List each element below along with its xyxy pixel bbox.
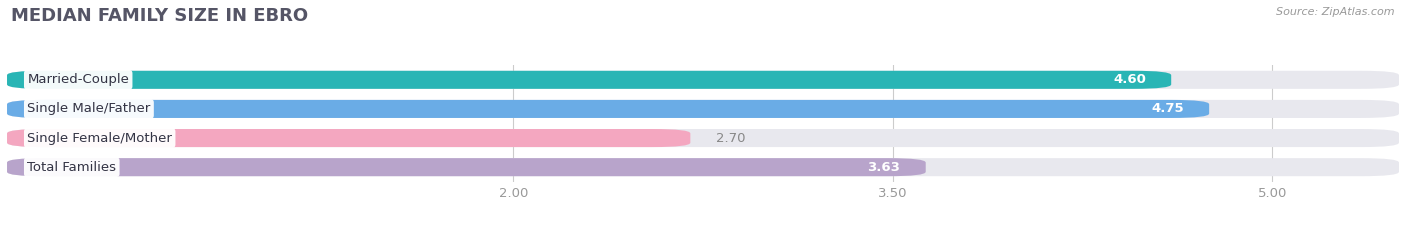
Text: Source: ZipAtlas.com: Source: ZipAtlas.com [1277,7,1395,17]
FancyBboxPatch shape [7,129,1399,147]
Text: Single Male/Father: Single Male/Father [27,103,150,115]
FancyBboxPatch shape [7,100,1399,118]
Text: Single Female/Mother: Single Female/Mother [27,132,172,144]
Text: 4.75: 4.75 [1152,103,1184,115]
Text: 4.60: 4.60 [1114,73,1146,86]
Text: 2.70: 2.70 [716,132,745,144]
Text: MEDIAN FAMILY SIZE IN EBRO: MEDIAN FAMILY SIZE IN EBRO [11,7,308,25]
FancyBboxPatch shape [7,158,925,176]
FancyBboxPatch shape [7,129,690,147]
FancyBboxPatch shape [7,158,1399,176]
FancyBboxPatch shape [7,100,1209,118]
Text: Married-Couple: Married-Couple [27,73,129,86]
FancyBboxPatch shape [7,71,1399,89]
FancyBboxPatch shape [7,71,1171,89]
Text: Total Families: Total Families [27,161,117,174]
Text: 3.63: 3.63 [868,161,900,174]
